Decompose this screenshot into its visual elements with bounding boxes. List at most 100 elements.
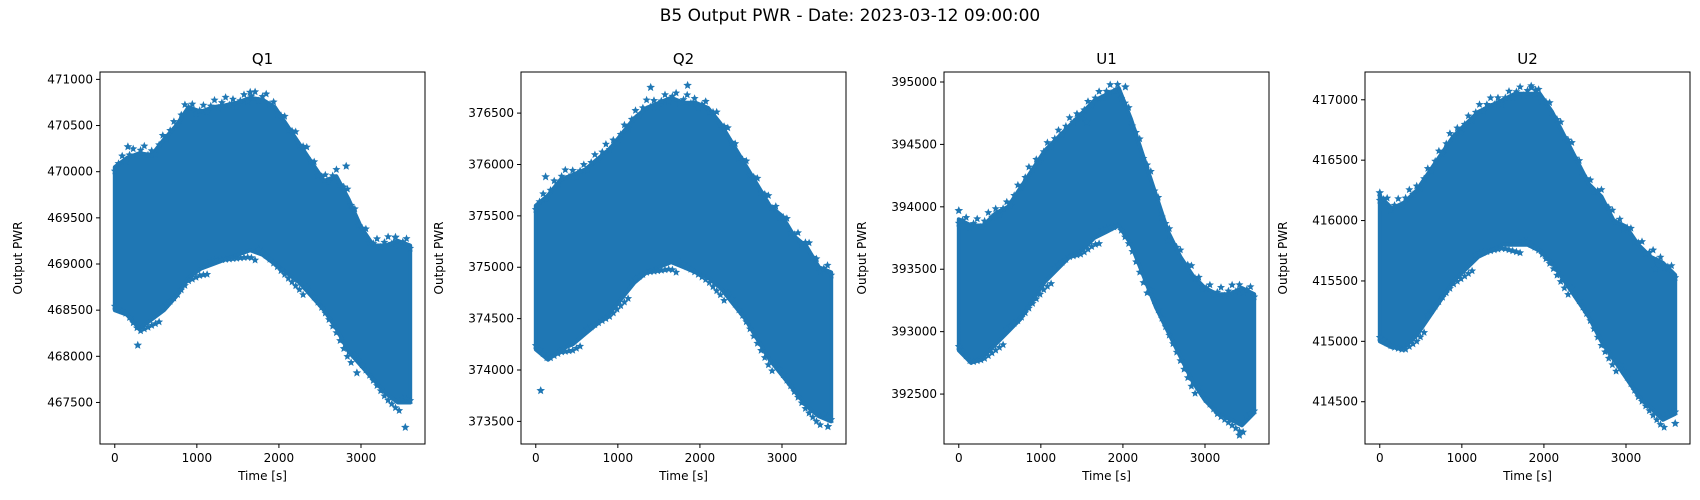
data-point [339,344,348,352]
data-point [1475,100,1484,108]
y-tick-label: 376000 [468,157,514,171]
data-point [1671,407,1680,416]
data-point [1132,257,1140,266]
data-point [962,351,971,360]
y-tick-label: 394500 [891,137,937,151]
data-point [675,98,684,107]
data-point [380,238,389,246]
data-point [302,142,311,151]
data-point [727,294,736,303]
data-point [158,131,167,139]
data-point [343,184,352,193]
data-point [1423,310,1432,319]
data-point [229,95,237,103]
data-point [553,349,562,357]
data-point [1228,421,1237,429]
data-point [782,214,791,222]
data-point [553,180,562,188]
data-point [672,268,681,276]
data-point [1401,345,1410,353]
data-point [1113,80,1122,88]
data-point [110,302,119,310]
y-tick-label: 392500 [891,387,937,401]
data-point [173,121,182,129]
data-point [1564,290,1573,298]
data-point [1501,93,1510,102]
data-point [734,305,743,314]
data-point [816,420,825,429]
data-point [764,191,773,199]
data-point [1405,185,1414,194]
data-point [541,172,550,181]
data-point [1028,299,1037,307]
data-point [151,319,160,328]
data-point [118,151,127,160]
data-point [188,275,197,283]
data-point [1641,401,1650,410]
data-point [782,376,791,384]
data-point [984,351,993,360]
data-point [1556,117,1565,126]
data-point [1490,100,1499,108]
x-tick-label: 3000 [1190,451,1221,465]
data-point [768,366,777,375]
data-point [1590,324,1598,333]
data-point [136,326,145,335]
data-point [1024,304,1033,312]
data-point [794,393,802,401]
data-point [627,277,636,286]
data-point [587,322,596,331]
data-point [1082,117,1092,126]
data-point [1006,201,1015,210]
data-point [1601,347,1610,356]
data-point [999,340,1008,349]
data-point [1095,239,1104,247]
data-point [601,140,610,148]
data-point [1146,286,1155,294]
data-point [1176,245,1185,254]
x-axis-label: Time [s] [658,469,708,483]
data-point [1128,247,1137,255]
data-point [1205,400,1214,408]
data-point [1604,354,1613,362]
x-tick-label: 3000 [346,451,377,465]
data-point [1660,423,1669,431]
data-point [1058,130,1067,139]
y-tick-label: 415000 [1312,334,1358,348]
data-point [1242,285,1251,293]
data-point [1157,314,1166,322]
data-point [1512,87,1521,96]
data-point [133,340,142,349]
data-point [583,166,592,174]
data-point [805,408,814,417]
data-point [1615,360,1624,368]
data-point [746,324,754,333]
data-point [1651,264,1660,273]
data-point [395,406,404,414]
data-point [1132,128,1140,136]
data-point [790,387,799,396]
data-point [1080,247,1089,256]
data-point [1176,356,1185,365]
data-point [1154,305,1163,314]
data-point [1468,266,1477,275]
data-point [1390,201,1399,209]
data-point [1645,248,1654,256]
data-point [1169,339,1177,348]
data-point [738,311,747,319]
data-point [245,87,255,96]
data-point [1061,255,1070,263]
data-point [1017,313,1026,321]
data-point [723,288,732,297]
data-point [332,328,341,337]
x-tick-label: 0 [955,451,963,465]
scatter-series-q2 [531,80,836,431]
data-point [1409,339,1417,348]
data-point [1150,296,1159,305]
data-point [801,238,810,246]
data-point [1597,341,1606,349]
data-point [373,234,381,243]
data-point [999,204,1008,212]
data-point [1645,406,1654,415]
data-point [1117,94,1126,102]
